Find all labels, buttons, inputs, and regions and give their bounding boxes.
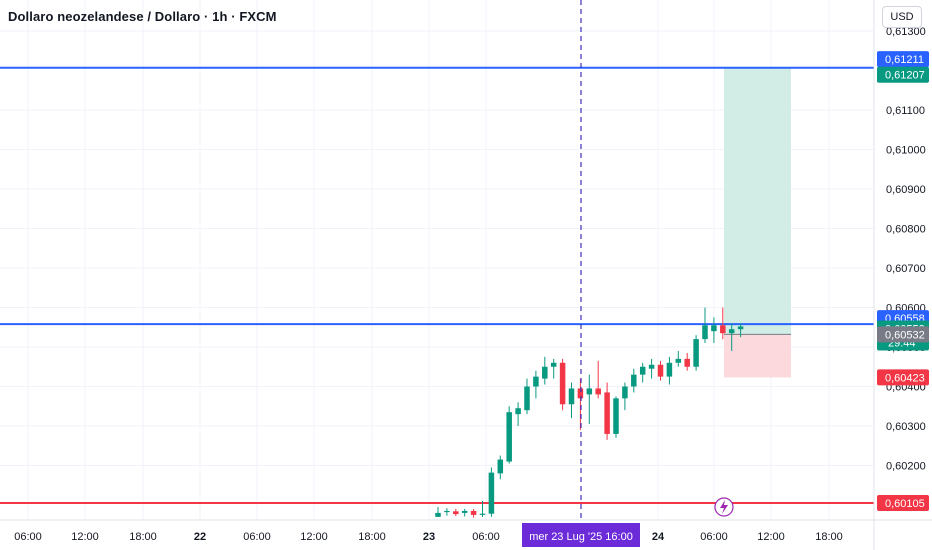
candle[interactable] — [693, 339, 699, 367]
candle[interactable] — [479, 513, 486, 515]
price-badge[interactable] — [877, 326, 929, 343]
price-badge-label: 0,61211 — [885, 54, 924, 66]
price-badge[interactable] — [877, 51, 929, 68]
candle[interactable] — [702, 325, 708, 340]
candle[interactable] — [444, 510, 450, 513]
candle[interactable] — [666, 362, 673, 377]
price-badge[interactable] — [877, 66, 929, 83]
candle[interactable] — [506, 412, 512, 462]
price-badge[interactable] — [877, 369, 929, 386]
time-tick-label: 18:00 — [815, 531, 843, 543]
time-tick-label: 12:00 — [300, 531, 328, 543]
candle[interactable] — [631, 374, 637, 387]
candle[interactable] — [453, 511, 459, 515]
candle[interactable] — [533, 376, 539, 387]
candle[interactable] — [559, 362, 566, 405]
lightning-bolt-glyph — [720, 500, 728, 514]
candle[interactable] — [488, 472, 495, 514]
price-tick-label: 0,61300 — [886, 26, 926, 38]
price-badge-label: 0,60105 — [885, 498, 925, 510]
price-badge-label: 0,60532 — [885, 329, 925, 341]
time-tick-label: 18:00 — [129, 531, 157, 543]
time-tick-label: 06:00 — [243, 531, 271, 543]
candle[interactable] — [675, 358, 682, 363]
price-badge-label: 0,60423 — [885, 372, 925, 384]
candle[interactable] — [515, 408, 521, 415]
candle[interactable] — [435, 512, 441, 517]
price-tick-label: 0,61100 — [886, 105, 925, 117]
time-tick-label: 12:00 — [71, 531, 99, 543]
profit-zone[interactable] — [724, 67, 791, 335]
loss-zone[interactable] — [724, 334, 791, 378]
time-tick-label: 18:00 — [358, 531, 386, 543]
price-tick-label: 0,60300 — [886, 421, 926, 433]
price-tick-label: 0,60700 — [886, 263, 926, 275]
candle[interactable] — [497, 459, 504, 474]
currency-button[interactable]: USD — [882, 6, 922, 28]
candle[interactable] — [728, 329, 735, 334]
price-tick-label: 0,60800 — [886, 224, 926, 236]
time-tick-label: 12:00 — [757, 531, 785, 543]
candle[interactable] — [622, 386, 628, 399]
candle[interactable] — [720, 325, 726, 334]
time-tick-label: 23 — [423, 531, 435, 543]
symbol-title[interactable]: Dollaro neozelandese / Dollaro · 1h · FX… — [8, 9, 277, 24]
candle[interactable] — [461, 510, 468, 513]
candle[interactable] — [595, 388, 601, 395]
candle[interactable] — [737, 326, 744, 330]
candle[interactable] — [550, 362, 557, 367]
price-tick-label: 0,60200 — [886, 461, 926, 473]
candle[interactable] — [542, 366, 548, 379]
candle[interactable] — [711, 325, 717, 332]
candle[interactable] — [613, 398, 619, 434]
candle[interactable] — [648, 364, 655, 369]
time-tick-label: 06:00 — [472, 531, 500, 543]
candle[interactable] — [470, 510, 477, 515]
candle[interactable] — [568, 388, 575, 405]
crosshair-time-label: mer 23 Lug '25 16:00 — [529, 531, 633, 543]
price-tick-label: 0,61000 — [886, 145, 926, 157]
candle[interactable] — [586, 388, 593, 395]
time-tick-label: 24 — [652, 531, 665, 543]
time-tick-label: 22 — [194, 531, 206, 543]
crosshair-time-badge — [522, 523, 640, 547]
candle[interactable] — [524, 386, 530, 411]
time-tick-label: 06:00 — [700, 531, 728, 543]
candle[interactable] — [577, 388, 584, 399]
time-tick-label: 06:00 — [14, 531, 42, 543]
candle[interactable] — [657, 364, 664, 377]
price-badge-label: 0,61207 — [885, 70, 925, 82]
candle[interactable] — [639, 366, 646, 375]
candle[interactable] — [604, 392, 610, 434]
price-tick-label: 0,60900 — [886, 184, 926, 196]
candle[interactable] — [684, 358, 690, 367]
price-badge[interactable] — [877, 495, 929, 512]
